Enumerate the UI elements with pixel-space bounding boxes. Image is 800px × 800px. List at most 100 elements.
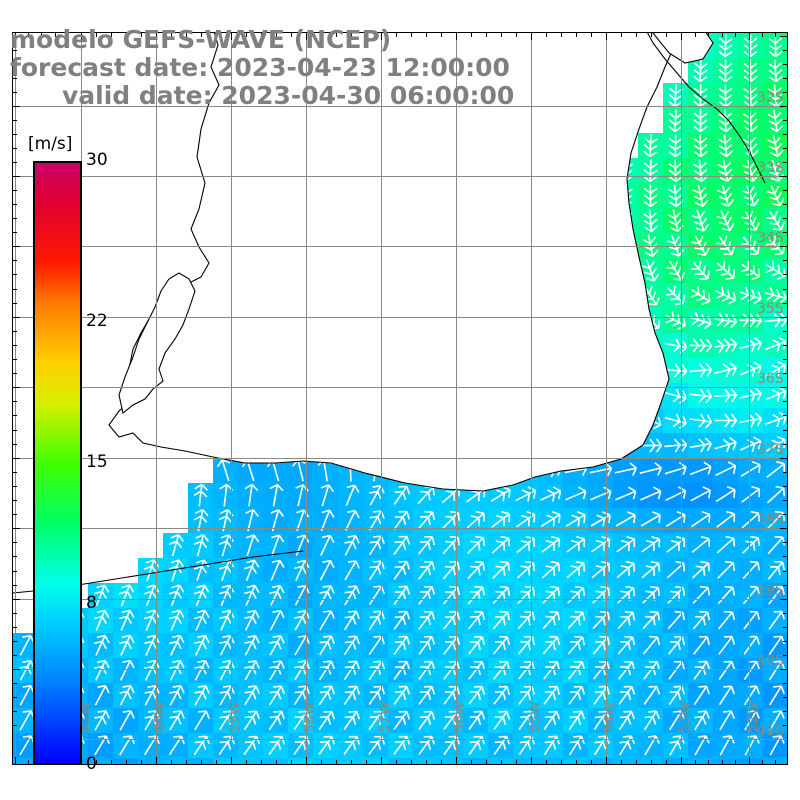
wind-barb: [168, 534, 184, 557]
gridline-horizontal-0: [13, 106, 787, 107]
wind-barb: [643, 660, 661, 680]
wind-barb: [569, 360, 585, 381]
wind-barb: [491, 263, 510, 281]
wind-barb: [741, 510, 761, 529]
wind-barb: [238, 413, 262, 428]
tick-bottom: [291, 760, 292, 764]
wind-barb: [364, 365, 386, 380]
wind-barb: [743, 59, 758, 83]
wind-barb: [418, 635, 436, 655]
wind-barb: [339, 241, 362, 255]
data-cell: [188, 758, 213, 764]
wind-barb-layer: [19, 34, 787, 756]
tick-bottom: [735, 760, 737, 764]
tick-bottom: [441, 760, 442, 764]
wind-barb: [692, 610, 711, 630]
wind-barb: [664, 437, 688, 453]
tick-bottom: [201, 760, 202, 764]
wind-barb: [616, 284, 635, 307]
wind-barb: [393, 485, 411, 505]
wind-barb: [767, 535, 786, 555]
wind-barb: [443, 434, 458, 458]
tick-right: [783, 401, 787, 403]
wind-barb: [289, 390, 312, 404]
wind-barb: [565, 486, 587, 501]
gridline-horizontal-2: [13, 246, 787, 247]
wind-barb: [616, 535, 636, 553]
data-cell: [463, 758, 488, 764]
wind-barb: [491, 510, 511, 528]
wind-barb: [364, 415, 387, 430]
wind-barb: [344, 535, 360, 556]
tick-bottom: [306, 757, 307, 764]
wind-barb: [490, 486, 511, 502]
tick-right: [783, 274, 787, 276]
wind-barb: [492, 560, 511, 579]
wind-barb: [244, 660, 260, 681]
wind-barb: [693, 685, 710, 706]
tick-left: [13, 458, 20, 459]
wind-barb: [541, 160, 557, 181]
wind-barb: [393, 560, 411, 580]
wind-barb: [689, 362, 713, 378]
wind-barb: [19, 660, 35, 681]
wind-barb: [766, 159, 785, 182]
gridline-vertical-5: [381, 33, 382, 764]
wind-barb: [692, 184, 709, 208]
tick-bottom: [651, 760, 652, 764]
wind-barb: [690, 260, 711, 281]
wind-barb: [766, 460, 786, 478]
longitude-label-56W: 56W: [452, 701, 468, 733]
wind-barb: [468, 685, 486, 705]
wind-barb: [94, 634, 110, 656]
wind-barb: [269, 635, 285, 656]
wind-barb: [566, 209, 583, 232]
wind-barb: [343, 685, 361, 706]
tick-left: [13, 190, 17, 191]
tick-left: [13, 683, 17, 684]
wind-barb: [271, 534, 285, 557]
wind-barb: [618, 660, 636, 680]
wind-barb: [465, 189, 486, 205]
data-cell: [438, 758, 463, 764]
wind-barb: [590, 511, 611, 527]
wind-barb: [467, 535, 486, 554]
wind-barb: [417, 510, 436, 530]
wind-barb: [568, 385, 585, 406]
wind-barb: [694, 710, 710, 731]
wind-barb: [515, 336, 533, 356]
data-cell: [613, 758, 638, 764]
tick-top: [351, 33, 352, 37]
tick-left: [13, 317, 20, 318]
wind-barb: [194, 634, 210, 656]
wind-barb: [492, 585, 511, 605]
tick-right: [783, 120, 787, 121]
wind-barb: [564, 439, 588, 454]
wind-barb: [691, 235, 710, 256]
wind-barb: [741, 184, 760, 207]
wind-barb: [665, 486, 687, 502]
wind-barb: [468, 636, 486, 655]
wind-barb: [543, 661, 561, 680]
wind-barb: [769, 685, 785, 706]
wind-barb: [339, 341, 362, 355]
data-cell: [313, 758, 338, 764]
wind-barb: [319, 610, 335, 631]
tick-top: [501, 33, 502, 37]
wind-barb: [439, 214, 461, 230]
tick-left: [13, 331, 17, 332]
wind-barb: [689, 388, 713, 404]
wind-barb: [465, 338, 485, 356]
wind-barb: [589, 462, 613, 477]
longitude-label-57W: 57W: [377, 701, 393, 733]
gridline-horizontal-4: [13, 387, 787, 388]
wind-barb: [169, 659, 185, 681]
wind-barb: [615, 364, 636, 380]
wind-barb: [541, 285, 557, 307]
wind-barb: [289, 340, 312, 355]
wind-barb: [618, 710, 635, 731]
wind-barb: [718, 109, 733, 133]
tick-bottom: [246, 760, 247, 764]
wind-barb: [393, 660, 411, 680]
wind-barb: [269, 483, 284, 507]
